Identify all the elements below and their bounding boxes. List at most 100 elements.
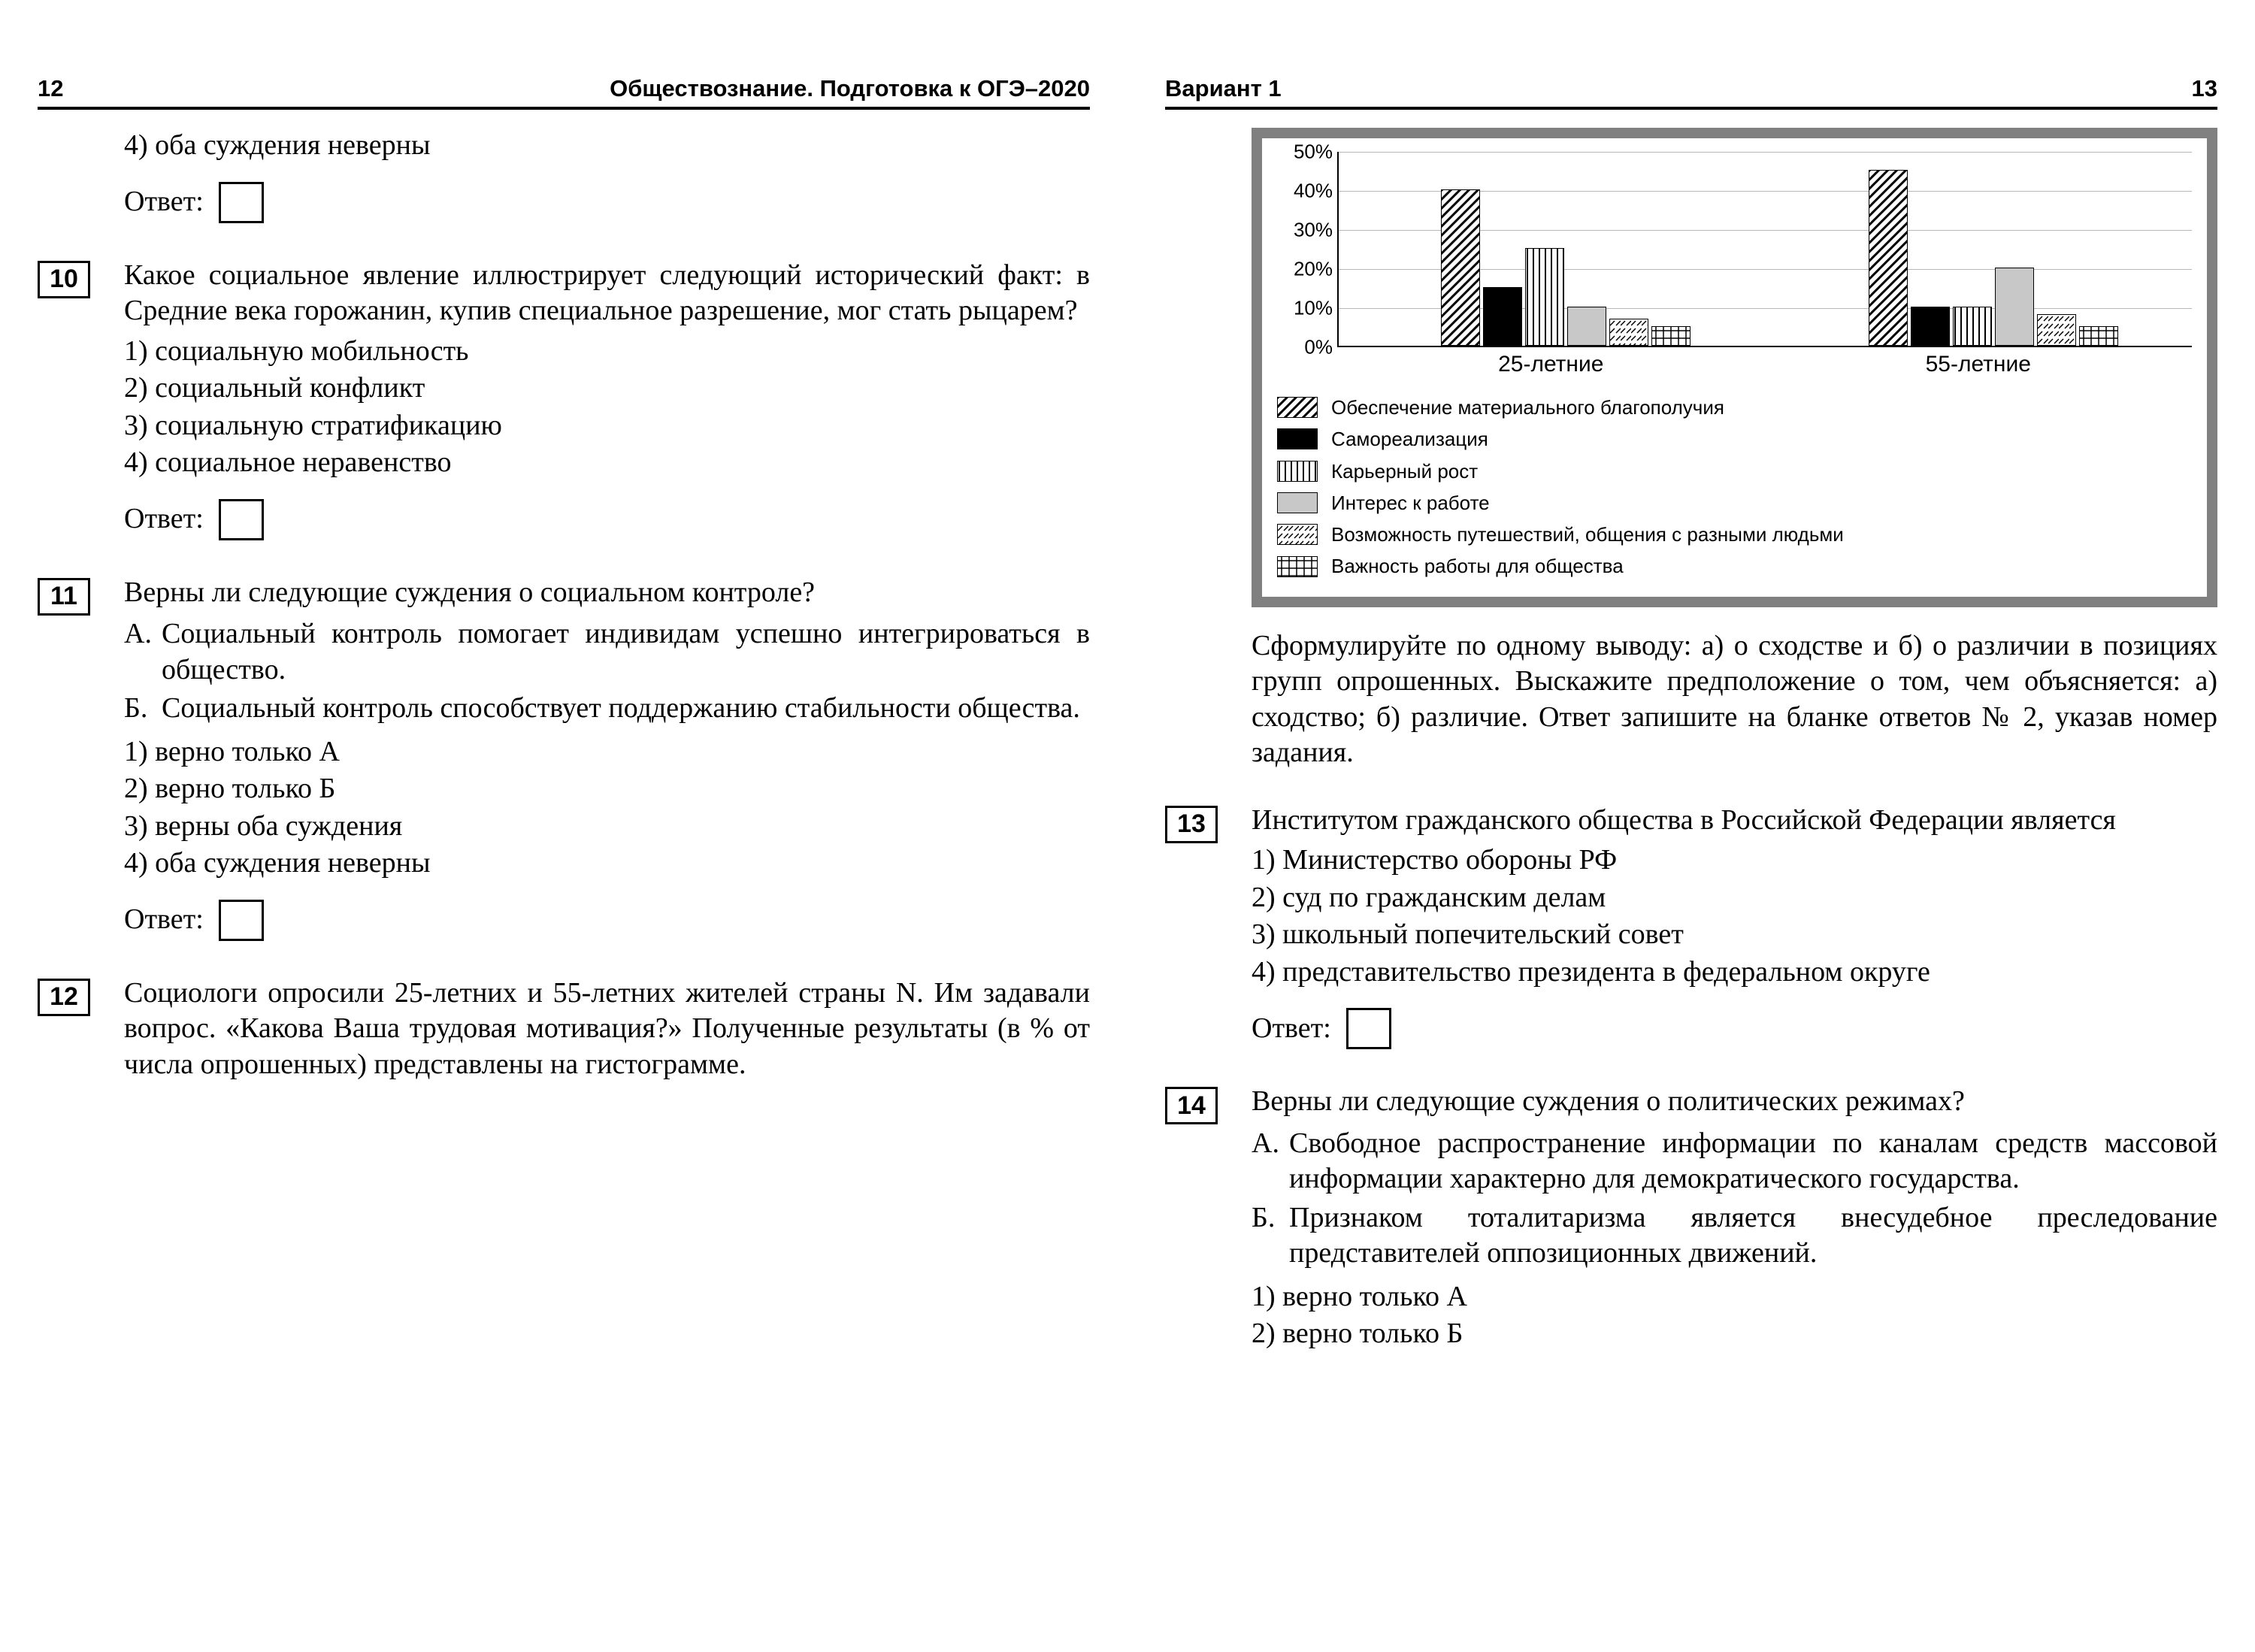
legend-swatch (1277, 461, 1318, 482)
bar-chart: 0%10%20%30%40%50% (1337, 152, 2192, 347)
options: 1) Министерство обороны РФ 2) суд по гра… (1252, 843, 2217, 990)
question-stem: Верны ли следующие суждения о социальном… (124, 575, 1090, 611)
bar (1651, 326, 1690, 346)
legend-item: Обеспечение материального благополучия (1277, 392, 2192, 422)
statement-b: Б.Признаком тоталитаризма является внесу… (1252, 1200, 2217, 1272)
legend-swatch (1277, 556, 1318, 577)
option: 2) верно только Б (124, 771, 1090, 807)
legend-swatch (1277, 397, 1318, 418)
question-13: 13 Институтом гражданского общества в Ро… (1165, 803, 2217, 1057)
statement-a: А.Социальный контроль помогает индивидам… (124, 616, 1090, 688)
options: 1) социальную мобильность 2) социальный … (124, 334, 1090, 481)
option: 4) социальное неравенство (124, 445, 1090, 481)
legend-item: Возможность путешествий, общения с разны… (1277, 519, 2192, 549)
y-tick: 20% (1279, 258, 1333, 281)
bar (1567, 307, 1606, 346)
option: 3) социальную стратификацию (124, 408, 1090, 444)
bar (2037, 314, 2076, 346)
option: 3) верны оба суждения (124, 809, 1090, 845)
task-text: Сформулируйте по одному выводу: а) о схо… (1252, 628, 2217, 771)
variant-title: Вариант 1 (1165, 75, 1282, 102)
question-number: 10 (38, 261, 90, 298)
question-9-tail: 4) оба суждения неверны Ответ: (38, 128, 1090, 231)
question-14: 14 Верны ли следующие суждения о политич… (1165, 1084, 2217, 1354)
bar (2079, 326, 2118, 346)
question-12: 12 Социологи опросили 25-летних и 55-лет… (38, 976, 1090, 1088)
answer-box[interactable] (219, 499, 264, 540)
page-content: 0%10%20%30%40%50% 25-летние55-летние Обе… (1165, 128, 2217, 1614)
legend-item: Интерес к работе (1277, 488, 2192, 518)
y-tick: 40% (1279, 180, 1333, 203)
option: 1) верно только А (124, 734, 1090, 770)
option: 4) оба суждения неверны (124, 128, 1090, 164)
legend-item: Важность работы для общества (1277, 551, 2192, 581)
page-left: 12 Обществознание. Подготовка к ОГЭ–2020… (0, 0, 1128, 1652)
legend-label: Карьерный рост (1331, 456, 1478, 486)
x-label: 25-летние (1337, 352, 1765, 377)
legend-item: Самореализация (1277, 424, 2192, 454)
answer-label: Ответ: (124, 184, 204, 220)
x-axis-labels: 25-летние55-летние (1337, 352, 2192, 377)
option: 1) Министерство обороны РФ (1252, 843, 2217, 879)
bar (1869, 170, 1908, 346)
question-stem: Институтом гражданского общества в Росси… (1252, 803, 2217, 839)
options: 1) верно только А 2) верно только Б (1252, 1279, 2217, 1352)
question-10: 10 Какое социальное явление иллюстрирует… (38, 258, 1090, 548)
legend-item: Карьерный рост (1277, 456, 2192, 486)
bar (1995, 268, 2034, 346)
option: 1) верно только А (1252, 1279, 2217, 1315)
chart-task: Сформулируйте по одному выводу: а) о схо… (1165, 628, 2217, 776)
bar-group (1441, 189, 1690, 346)
answer-row: Ответ: (124, 182, 1090, 223)
page-header: 13 Вариант 1 (1165, 75, 2217, 110)
bar (1525, 248, 1564, 346)
option: 4) представительство президента в федера… (1252, 955, 2217, 991)
question-number: 13 (1165, 806, 1218, 843)
answer-row: Ответ: (1252, 1008, 2217, 1049)
answer-row: Ответ: (124, 499, 1090, 540)
y-tick: 10% (1279, 297, 1333, 320)
question-number: 11 (38, 578, 90, 616)
bar (1953, 307, 1992, 346)
options: 1) верно только А 2) верно только Б 3) в… (124, 734, 1090, 882)
chart-legend: Обеспечение материального благополучияСа… (1277, 392, 2192, 582)
page-content: 4) оба суждения неверны Ответ: 10 Какое … (38, 128, 1090, 1614)
legend-swatch (1277, 524, 1318, 545)
page-right: 13 Вариант 1 0%10%20%30%40%50% 25-летние… (1128, 0, 2255, 1652)
page-number: 12 (38, 75, 63, 102)
statement-b: Б.Социальный контроль способствует подде… (124, 691, 1090, 727)
legend-swatch (1277, 492, 1318, 513)
answer-box[interactable] (219, 900, 264, 941)
legend-label: Самореализация (1331, 424, 1488, 454)
question-stem: Верны ли следующие суждения о политическ… (1252, 1084, 2217, 1120)
y-tick: 50% (1279, 141, 1333, 164)
option: 3) школьный попечительский совет (1252, 917, 2217, 953)
question-stem: Какое социальное явление иллюстрирует сл… (124, 258, 1090, 329)
question-stem: Социологи опросили 25-летних и 55-летних… (124, 976, 1090, 1083)
bar-group (1869, 170, 2118, 346)
question-number: 14 (1165, 1087, 1218, 1124)
legend-label: Возможность путешествий, общения с разны… (1331, 519, 1844, 549)
bar (1483, 287, 1522, 346)
book-title: Обществознание. Подготовка к ОГЭ–2020 (610, 75, 1090, 102)
answer-box[interactable] (1346, 1008, 1391, 1049)
option: 2) верно только Б (1252, 1316, 2217, 1352)
answer-label: Ответ: (1252, 1011, 1331, 1047)
answer-label: Ответ: (124, 902, 204, 938)
page-header: 12 Обществознание. Подготовка к ОГЭ–2020 (38, 75, 1090, 110)
y-tick: 30% (1279, 219, 1333, 242)
x-label: 55-летние (1765, 352, 2193, 377)
legend-label: Важность работы для общества (1331, 551, 1624, 581)
question-11: 11 Верны ли следующие суждения о социаль… (38, 575, 1090, 949)
chart-frame: 0%10%20%30%40%50% 25-летние55-летние Обе… (1252, 128, 2217, 607)
bar (1609, 319, 1648, 346)
legend-label: Обеспечение материального благополучия (1331, 392, 1724, 422)
question-number: 12 (38, 979, 90, 1016)
answer-label: Ответ: (124, 501, 204, 537)
statement-a: А.Свободное распространение информации п… (1252, 1126, 2217, 1197)
bar (1441, 189, 1480, 346)
answer-box[interactable] (219, 182, 264, 223)
option: 2) социальный конфликт (124, 371, 1090, 407)
legend-swatch (1277, 428, 1318, 449)
answer-row: Ответ: (124, 900, 1090, 941)
